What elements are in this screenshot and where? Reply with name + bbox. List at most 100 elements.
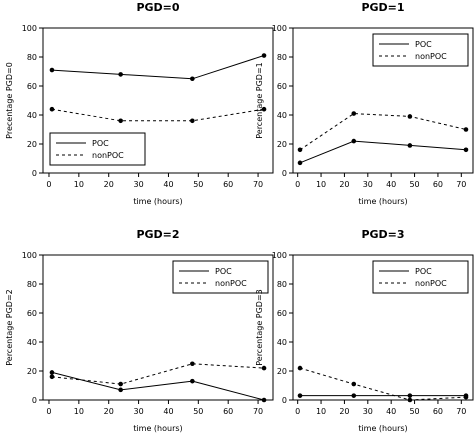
data-point-pgd3-nonpoc-2: [407, 397, 413, 403]
data-point-pgd2-poc-2: [190, 378, 195, 384]
x-axis-label-pgd3: time (hours): [358, 424, 407, 433]
chart-title-pgd3: PGD=3: [361, 228, 404, 241]
legend-label-pgd0-poc: POC: [92, 139, 109, 148]
series-line-pgd2-nonpoc: [51, 363, 265, 385]
y-tick-label-pgd2-100: 100: [22, 251, 37, 260]
legend-box-pgd2: [172, 260, 269, 294]
data-point-pgd3-poc-1: [351, 393, 357, 398]
x-axis-label-pgd2: time (hours): [133, 424, 182, 433]
legend-box-pgd3: [372, 260, 469, 294]
y-tick-label-pgd0-80: 80: [27, 53, 37, 62]
chart-pgd1: PGD=1 0 10 20 30 40 50 60 70 0 20 40 60 80 100 time (ho…: [255, 1, 474, 206]
y-tick-label-pgd2-80: 80: [27, 280, 37, 289]
data-point-pgd1-poc-3: [463, 147, 469, 153]
y-axis-label-pgd0: Precentage PGD=0: [5, 62, 14, 139]
x-tick-label-pgd1-50: 50: [409, 180, 419, 189]
data-point-pgd1-nonpoc-3: [463, 127, 469, 132]
series-line-pgd0-nonpoc: [51, 108, 265, 122]
x-tick-label-pgd3-60: 60: [433, 407, 443, 416]
x-tick-label-pgd1-60: 60: [433, 180, 443, 189]
data-point-pgd0-poc-3: [261, 53, 267, 58]
y-tick-label-pgd0-20: 20: [27, 140, 37, 149]
data-point-pgd0-poc-2: [190, 76, 195, 82]
legend-label-pgd2-nonpoc: nonPOC: [215, 279, 247, 288]
legend-label-pgd3-poc: POC: [415, 267, 432, 276]
y-tick-label-pgd1-40: 40: [277, 111, 287, 120]
legend-label-pgd3-nonpoc: nonPOC: [415, 279, 447, 288]
x-tick-label-pgd3-70: 70: [456, 407, 466, 416]
data-point-pgd1-poc-2: [407, 143, 413, 148]
legend-pgd0: POC nonPOC: [49, 132, 146, 166]
legend-label-pgd2-poc: POC: [215, 267, 232, 276]
x-tick-label-pgd3-20: 20: [339, 407, 349, 416]
legend-label-pgd1-nonpoc: nonPOC: [415, 52, 447, 61]
x-axis-label-pgd0: time (hours): [133, 197, 182, 206]
series-line-pgd3-nonpoc: [299, 367, 467, 401]
data-point-pgd3-poc-2: [407, 393, 413, 398]
x-tick-label-pgd3-30: 30: [363, 407, 373, 416]
y-tick-label-pgd1-0: 0: [282, 169, 287, 178]
chart-pgd0: PGD=0 0 10 20 30 40 50 60 70 0 20 40 60 80 100 time (ho…: [5, 1, 274, 206]
y-tick-label-pgd0-0: 0: [32, 169, 37, 178]
y-axis-label-pgd1: Percentage PGD=1: [255, 62, 264, 139]
data-point-pgd3-nonpoc-3: [463, 394, 469, 400]
y-tick-label-pgd3-60: 60: [277, 309, 287, 318]
data-point-pgd2-poc-1: [118, 387, 123, 393]
data-point-pgd3-poc-0: [297, 393, 303, 398]
chart-title-pgd2: PGD=2: [136, 228, 179, 241]
x-axis-label-pgd1: time (hours): [358, 197, 407, 206]
chart-title-pgd1: PGD=1: [361, 1, 404, 14]
data-point-pgd0-nonpoc-0: [49, 106, 55, 112]
legend-label-pgd1-poc: POC: [415, 40, 432, 49]
legend-box-pgd1: [372, 33, 469, 67]
x-tick-label-pgd0-20: 20: [104, 180, 114, 189]
y-tick-label-pgd3-20: 20: [277, 367, 287, 376]
data-point-pgd0-nonpoc-3: [261, 106, 267, 112]
x-tick-label-pgd2-10: 10: [74, 407, 84, 416]
y-tick-label-pgd1-20: 20: [277, 140, 287, 149]
x-tick-label-pgd1-70: 70: [456, 180, 466, 189]
y-tick-label-pgd3-100: 100: [272, 251, 287, 260]
x-tick-label-pgd3-40: 40: [386, 407, 396, 416]
y-tick-label-pgd3-0: 0: [282, 396, 287, 405]
y-tick-label-pgd0-60: 60: [27, 82, 37, 91]
series-line-pgd2-poc: [51, 371, 265, 401]
legend-box-pgd0: [49, 132, 146, 166]
x-tick-label-pgd0-10: 10: [74, 180, 84, 189]
chart-pgd2: PGD=2 0 10 20 30 40 50 60 70 0 20 40 60 80 100 time (ho…: [5, 228, 274, 433]
x-tick-label-pgd0-40: 40: [163, 180, 173, 189]
plot-frame-pgd1: [292, 27, 474, 174]
y-axis-label-pgd2: Percentage PGD=2: [5, 289, 14, 366]
legend-pgd1: POC nonPOC: [372, 33, 469, 67]
data-point-pgd3-nonpoc-0: [297, 365, 303, 371]
plot-frame-pgd0: [42, 27, 274, 174]
data-point-pgd2-nonpoc-0: [49, 374, 55, 380]
legend-pgd2: POC nonPOC: [172, 260, 269, 294]
y-tick-label-pgd1-100: 100: [272, 24, 287, 33]
series-line-pgd1-poc: [299, 140, 467, 164]
data-point-pgd2-nonpoc-3: [261, 365, 267, 371]
y-tick-label-pgd2-40: 40: [27, 338, 37, 347]
x-tick-label-pgd2-0: 0: [46, 407, 51, 416]
data-point-pgd3-nonpoc-1: [351, 381, 357, 387]
data-point-pgd1-nonpoc-1: [351, 111, 357, 116]
data-point-pgd1-nonpoc-2: [407, 114, 413, 119]
y-tick-label-pgd0-40: 40: [27, 111, 37, 120]
data-point-pgd1-nonpoc-0: [297, 147, 303, 153]
x-tick-label-pgd2-70: 70: [253, 407, 263, 416]
x-tick-label-pgd1-30: 30: [363, 180, 373, 189]
legend-pgd3: POC nonPOC: [372, 260, 469, 294]
data-point-pgd0-poc-1: [118, 72, 123, 77]
y-tick-label-pgd3-80: 80: [277, 280, 287, 289]
y-tick-label-pgd1-60: 60: [277, 82, 287, 91]
plot-frame-pgd3: [292, 254, 474, 401]
y-tick-label-pgd3-40: 40: [277, 338, 287, 347]
data-point-pgd2-nonpoc-1: [118, 381, 123, 387]
plot-frame-pgd2: [42, 254, 274, 401]
x-tick-label-pgd2-20: 20: [104, 407, 114, 416]
data-point-pgd1-poc-0: [297, 160, 303, 166]
legend-label-pgd0-nonpoc: nonPOC: [92, 151, 124, 160]
data-point-pgd2-poc-0: [49, 370, 55, 375]
x-tick-label-pgd1-10: 10: [316, 180, 326, 189]
